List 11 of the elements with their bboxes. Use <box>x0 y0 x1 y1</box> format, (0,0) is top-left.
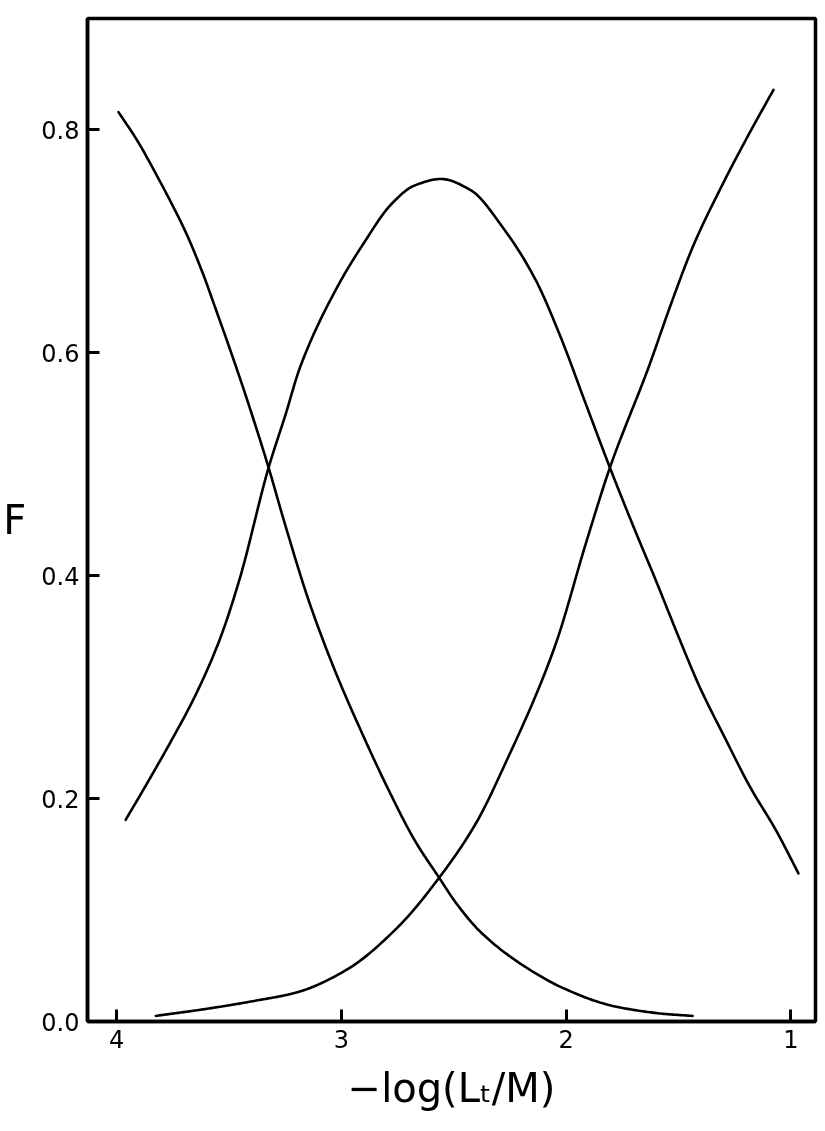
y-tick-label: 0.4 <box>41 562 80 591</box>
y-tick-label: 0.6 <box>41 339 80 368</box>
y-tick-label: 0.2 <box>41 785 80 814</box>
x-tick-label: 2 <box>558 1025 574 1054</box>
y-tick-label: 0.8 <box>41 116 80 145</box>
x-tick-label: 3 <box>333 1025 350 1054</box>
y-axis-title: F <box>3 497 27 543</box>
x-tick-label: 4 <box>109 1025 125 1054</box>
x-axis-title: −log(Lₜ/M) <box>347 1064 556 1111</box>
x-tick-label: 1 <box>783 1025 799 1054</box>
y-tick-label: 0.0 <box>41 1008 80 1037</box>
